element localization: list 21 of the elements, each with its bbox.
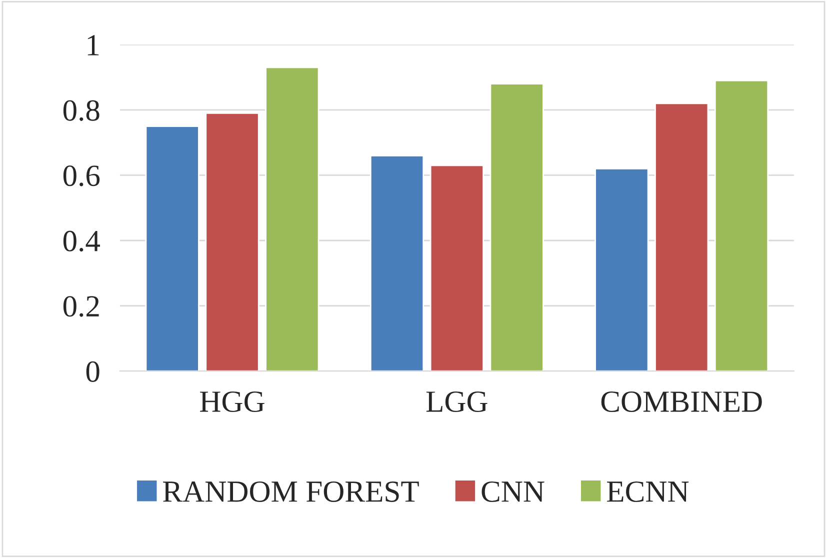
- legend-label: ECNN: [606, 481, 689, 502]
- bar: [145, 126, 200, 372]
- y-tick-label: 0: [86, 361, 100, 382]
- bar: [265, 66, 320, 372]
- bar: [430, 164, 484, 372]
- bar: [370, 154, 424, 372]
- legend-label: RANDOM FOREST: [163, 481, 419, 502]
- y-tick-label: 1: [88, 35, 99, 56]
- y-tick-label: 0.4: [63, 230, 100, 252]
- bar: [594, 168, 649, 372]
- bar: [714, 80, 769, 372]
- legend-label: CNN: [482, 481, 544, 502]
- bar: [205, 112, 260, 372]
- x-tick-label: COMBINED: [601, 391, 762, 412]
- x-tick-label: HGG: [200, 391, 264, 412]
- bar: [654, 102, 709, 372]
- y-tick-label: 0.8: [63, 100, 100, 121]
- y-tick-label: 0.6: [63, 165, 100, 186]
- x-tick-label: LGG: [426, 391, 488, 412]
- y-tick-label: 0.2: [63, 296, 99, 317]
- bar: [490, 83, 544, 372]
